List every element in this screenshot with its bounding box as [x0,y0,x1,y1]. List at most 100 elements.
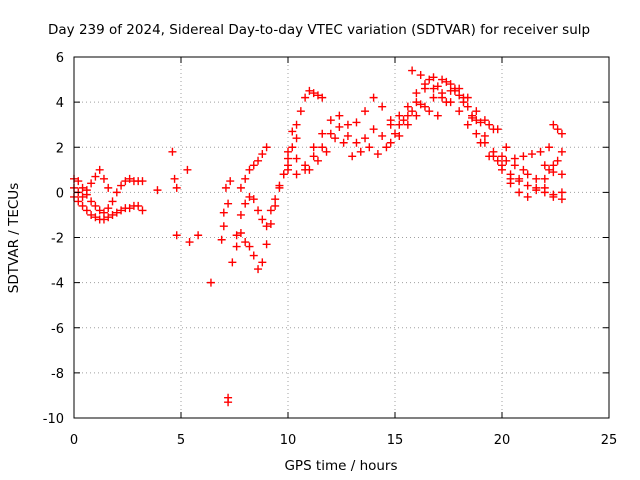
gridlines [74,57,609,418]
data-point [480,131,489,140]
data-point [549,168,558,177]
data-point [523,181,532,190]
data-point [99,215,108,224]
data-point [356,147,365,156]
data-point [108,210,117,219]
data-point [557,147,566,156]
data-point [309,89,318,98]
data-point [382,143,391,152]
data-point [305,165,314,174]
data-point [275,183,284,192]
data-point [510,161,519,170]
data-point [254,206,263,215]
data-point [82,186,91,195]
y-tick-labels: -10 -8 -6 -4 -2 0 2 4 6 [43,51,64,427]
data-point [463,120,472,129]
x-tick-label: 5 [177,433,185,448]
data-point [553,125,562,134]
data-point [241,199,250,208]
data-point [245,242,254,251]
data-point [112,188,121,197]
data-point [343,131,352,140]
data-point [138,177,147,186]
data-point [378,102,387,111]
data-point [472,116,481,125]
data-point [78,201,87,210]
data-point [450,86,459,95]
data-point [416,71,425,80]
data-point [532,174,541,183]
data-point [138,206,147,215]
data-point [183,165,192,174]
data-point [241,238,250,247]
data-point [185,238,194,247]
data-point [446,80,455,89]
data-point [262,143,271,152]
data-point [502,156,511,165]
data-point [99,208,108,217]
data-point [249,161,258,170]
data-point [87,197,96,206]
data-point [369,125,378,134]
data-point [527,150,536,159]
y-axis-label: SDTVAR / TECUs [6,183,22,293]
data-point [339,138,348,147]
data-point [170,174,179,183]
data-point [228,258,237,267]
data-point [403,102,412,111]
data-point [373,150,382,159]
data-point [82,206,91,215]
data-point [549,192,558,201]
data-point [420,80,429,89]
data-point [318,129,327,138]
data-point [279,170,288,179]
data-point [536,147,545,156]
data-point [463,102,472,111]
y-tick-label: -10 [43,412,64,427]
data-point [472,107,481,116]
y-tick-label: -8 [51,367,64,382]
axis-ticks [73,56,610,419]
data-point [468,113,477,122]
data-point [258,150,267,159]
data-point [91,213,100,222]
data-point [108,197,117,206]
data-point [112,208,121,217]
data-point [369,93,378,102]
data-point [386,120,395,129]
data-point [510,154,519,163]
data-point [301,93,310,102]
data-point [540,161,549,170]
data-point [104,204,113,213]
data-point [549,161,558,170]
data-point [313,91,322,100]
data-point [480,116,489,125]
y-tick-label: 6 [56,51,64,66]
data-point [412,111,421,120]
data-point [352,118,361,127]
data-point [408,66,417,75]
data-point [271,195,280,204]
data-point [288,143,297,152]
data-point [493,156,502,165]
data-point [545,165,554,174]
data-point [78,192,87,201]
data-point [557,195,566,204]
data-point [519,165,528,174]
data-point [395,111,404,120]
data-points [70,66,566,407]
data-point [258,258,267,267]
data-point [557,188,566,197]
data-point [425,107,434,116]
data-point [292,120,301,129]
data-point [153,186,162,195]
data-point [506,179,515,188]
data-point [326,116,335,125]
data-point [378,131,387,140]
data-point [331,134,340,143]
data-point [420,102,429,111]
data-point [493,125,502,134]
data-point [104,213,113,222]
data-point [532,183,541,192]
